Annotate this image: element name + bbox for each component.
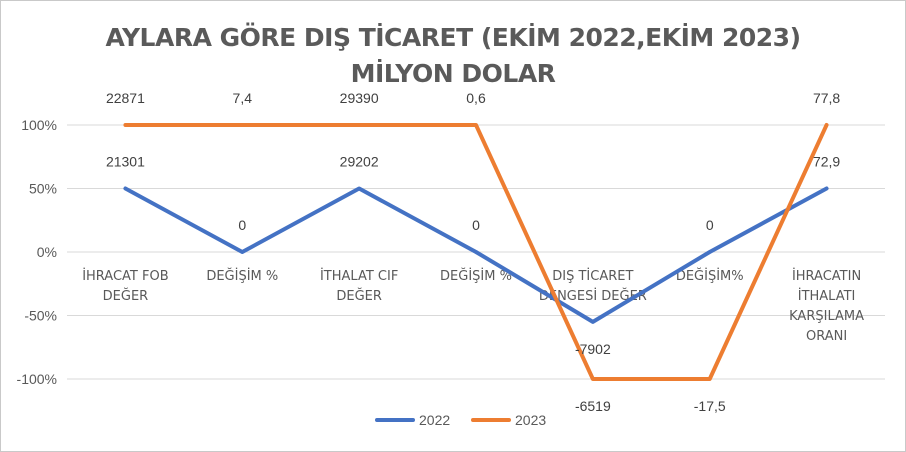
category-label: DENGESİ DEĞER [539, 288, 647, 304]
chart-title: AYLARA GÖRE DIŞ TİCARET (EKİM 2022,EKİM … [105, 23, 801, 52]
category-label: İTHALATI [798, 288, 856, 304]
legend-label-2023: 2023 [515, 412, 546, 428]
y-tick-label: 100% [21, 117, 57, 133]
series-line-2023 [123, 123, 829, 381]
data-label-2023: 29390 [340, 90, 379, 106]
category-label: İHRACATIN [792, 268, 861, 284]
category-label: DIŞ TİCARET [552, 268, 633, 284]
data-label-2022: 72,9 [813, 154, 840, 170]
category-label: İTHALAT CIF [320, 268, 398, 284]
data-label-2023: -17,5 [694, 398, 726, 414]
y-tick-label: -50% [24, 308, 57, 324]
chart-subtitle: MİLYON DOLAR [350, 59, 556, 88]
series-line-2022 [123, 186, 829, 324]
category-label: İHRACAT FOB [82, 268, 168, 284]
data-label-2022: 0 [238, 217, 246, 233]
data-label-2023: -6519 [575, 398, 611, 414]
category-label: DEĞİŞİM % [206, 268, 278, 284]
data-label-2022: 29202 [340, 154, 379, 170]
data-label-2022: 0 [472, 217, 480, 233]
category-label: DEĞİŞİM % [440, 268, 512, 284]
data-label-2022: -7902 [575, 341, 611, 357]
category-label: ORANI [806, 329, 847, 344]
y-tick-label: 0% [37, 244, 57, 260]
category-label: DEĞER [336, 288, 382, 304]
data-label-2022: 0 [706, 217, 714, 233]
data-label-2023: 0,6 [466, 90, 486, 106]
y-tick-label: 50% [29, 181, 57, 197]
data-label-2023: 77,8 [813, 90, 840, 106]
y-tick-label: -100% [17, 371, 57, 387]
category-label: DEĞİŞİM% [676, 268, 744, 284]
category-label: DEĞER [103, 288, 149, 304]
data-label-2022: 21301 [106, 154, 145, 170]
category-label: KARŞILAMA [789, 309, 864, 324]
data-label-2023: 22871 [106, 90, 145, 106]
legend-label-2022: 2022 [419, 412, 450, 428]
data-label-2023: 7,4 [233, 90, 253, 106]
